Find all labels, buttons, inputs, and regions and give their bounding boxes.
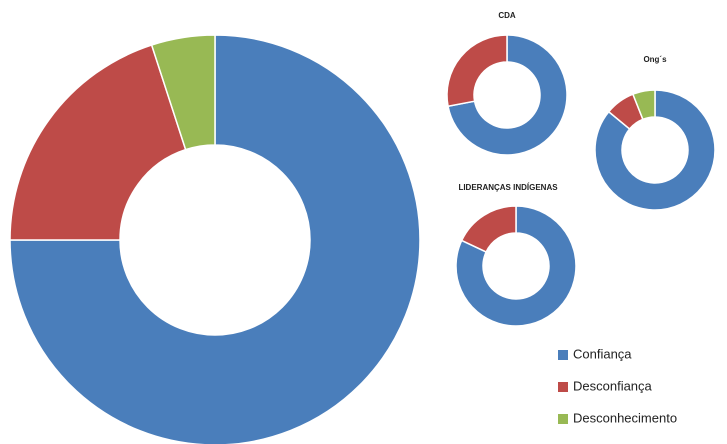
donut-slice <box>447 34 568 156</box>
legend-swatch <box>558 350 568 360</box>
donut-slice <box>9 44 187 241</box>
chart-title: Ong´s <box>643 55 667 64</box>
donut-slice <box>631 89 656 121</box>
legend-swatch <box>558 382 568 392</box>
legend-label: Confiança <box>573 346 632 361</box>
donut-slice <box>150 34 216 151</box>
legend-label: Desconfiança <box>573 378 653 393</box>
donut-slice <box>446 34 508 108</box>
donut-slice <box>594 89 716 211</box>
donut-slice <box>9 34 421 444</box>
chart-title: CDA <box>498 11 516 20</box>
donut-slice <box>455 205 577 327</box>
chart-title: LIDERANÇAS INDÍGENAS <box>458 183 558 192</box>
legend-label: Desconhecimento <box>573 410 677 425</box>
legend-swatch <box>558 414 568 424</box>
donut-slice <box>460 205 517 253</box>
